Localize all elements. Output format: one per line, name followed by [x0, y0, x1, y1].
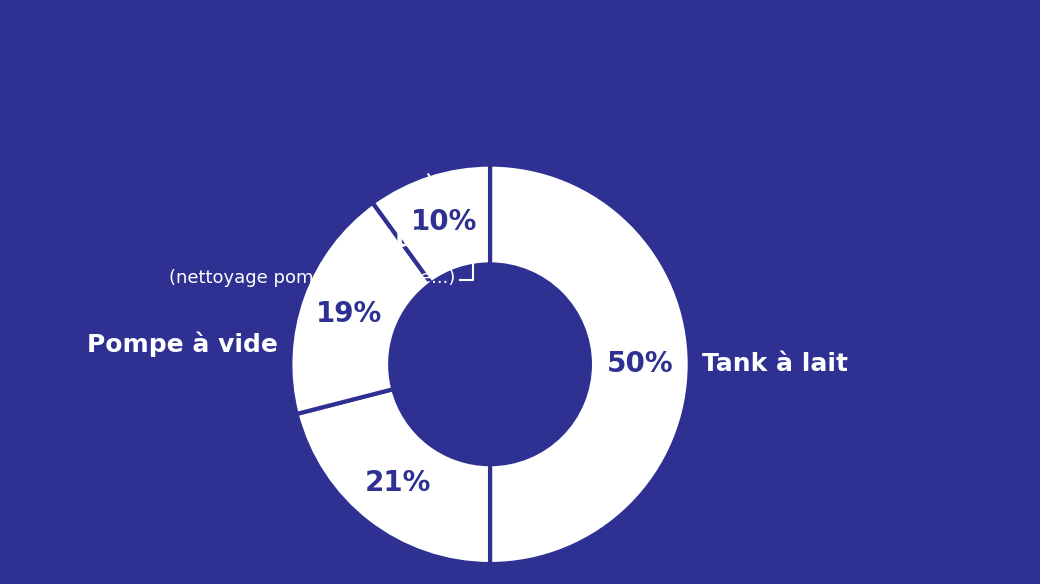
Wedge shape	[372, 165, 490, 283]
Text: 21%: 21%	[365, 469, 432, 496]
Text: Répartition des consommations dans le bloc de traite: Répartition des consommations dans le bl…	[0, 23, 1040, 61]
Wedge shape	[296, 389, 490, 564]
Text: Tank à lait: Tank à lait	[702, 352, 849, 376]
Text: 10%: 10%	[411, 208, 477, 236]
Text: Autre: Autre	[376, 228, 456, 252]
Text: 50%: 50%	[606, 350, 673, 378]
Wedge shape	[490, 165, 690, 564]
Text: 19%: 19%	[316, 300, 383, 328]
Text: Pompe à vide: Pompe à vide	[87, 332, 278, 357]
Wedge shape	[290, 203, 432, 414]
Text: (nettoyage pompe, éclairage...): (nettoyage pompe, éclairage...)	[168, 269, 456, 287]
